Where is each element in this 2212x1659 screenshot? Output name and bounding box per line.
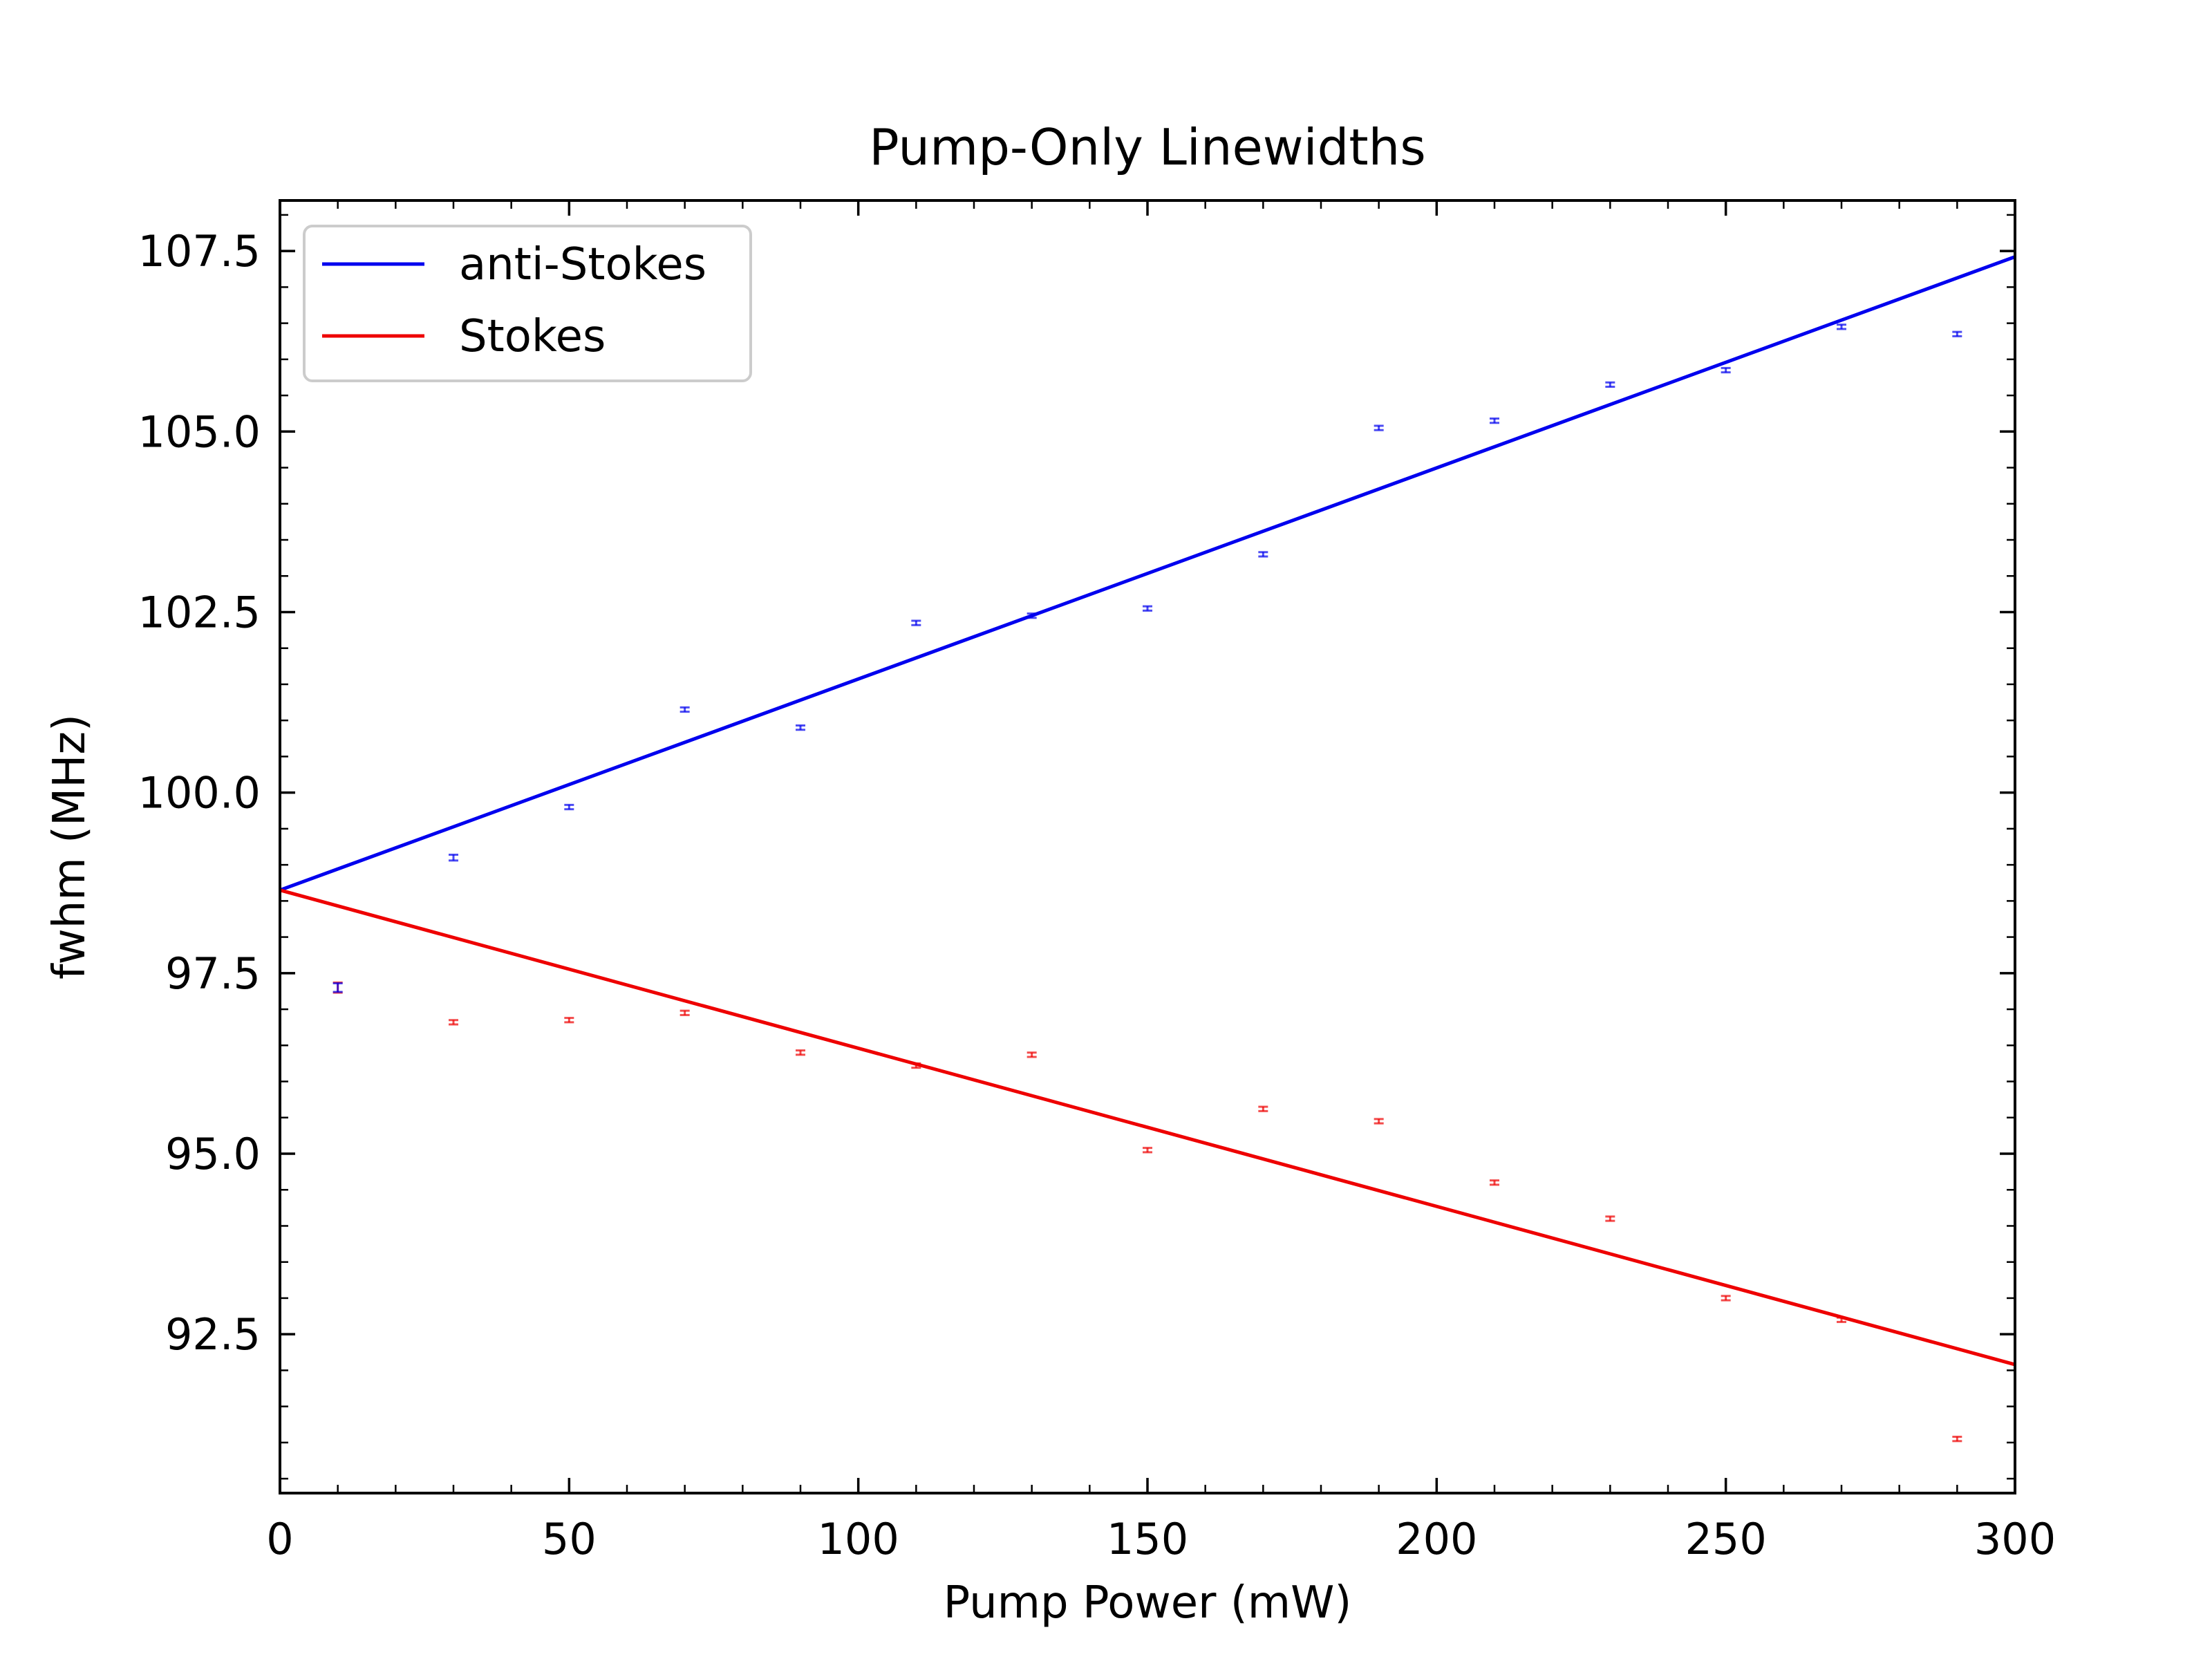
legend-label-anti-stokes: anti-Stokes xyxy=(459,239,706,290)
x-tick-labels: 0 50 100 150 200 250 300 xyxy=(266,1514,2056,1564)
x-tick-label-2: 100 xyxy=(817,1514,899,1564)
fit-line-anti-stokes xyxy=(279,255,2016,892)
point-stokes-4 xyxy=(796,1049,805,1056)
y-tick-label-4: 102.5 xyxy=(138,587,261,637)
x-axis-label: Pump Power (mW) xyxy=(944,1577,1352,1629)
point-stokes-2 xyxy=(564,1017,574,1024)
x-tick-label-5: 250 xyxy=(1685,1514,1766,1564)
y-tick-labels: 92.5 95.0 97.5 100.0 102.5 105.0 107.5 xyxy=(138,226,261,1360)
point-stokes-11 xyxy=(1605,1215,1615,1222)
x-tick-label-4: 200 xyxy=(1396,1514,1477,1564)
point-anti-stokes-2 xyxy=(679,706,690,713)
point-anti-stokes-0 xyxy=(449,853,458,862)
y-tick-label-5: 105.0 xyxy=(138,406,261,457)
y-tick-label-1: 95.0 xyxy=(165,1129,261,1179)
point-extra-0 xyxy=(332,982,343,993)
y-axis-label: fwhm (MHz) xyxy=(44,714,95,980)
point-anti-stokes-9 xyxy=(1490,417,1499,424)
x-tick-label-1: 50 xyxy=(542,1514,597,1564)
point-anti-stokes-5 xyxy=(1027,612,1037,619)
plot-area xyxy=(279,255,2016,1443)
legend: anti-Stokes Stokes xyxy=(303,225,752,382)
point-stokes-13 xyxy=(1837,1316,1846,1323)
y-tick-label-2: 97.5 xyxy=(165,948,261,999)
axes-frame xyxy=(279,199,2016,1494)
point-stokes-12 xyxy=(1721,1295,1731,1302)
point-stokes-5 xyxy=(911,1062,921,1069)
legend-label-stokes: Stokes xyxy=(459,311,606,362)
point-stokes-3 xyxy=(679,1009,690,1016)
point-anti-stokes-12 xyxy=(1837,324,1846,330)
x-tick-label-0: 0 xyxy=(266,1514,293,1564)
fit-line-stokes xyxy=(279,888,2016,1367)
point-stokes-7 xyxy=(1143,1147,1152,1154)
point-stokes-9 xyxy=(1374,1118,1384,1125)
point-stokes-8 xyxy=(1258,1105,1268,1112)
point-anti-stokes-13 xyxy=(1952,330,1962,337)
point-anti-stokes-10 xyxy=(1605,381,1615,388)
y-tick-label-3: 100.0 xyxy=(138,768,261,818)
point-anti-stokes-8 xyxy=(1374,424,1384,431)
point-stokes-14 xyxy=(1952,1436,1962,1443)
chart-title: Pump-Only Linewidths xyxy=(869,118,1425,176)
point-stokes-10 xyxy=(1490,1179,1499,1186)
point-anti-stokes-11 xyxy=(1721,366,1731,374)
point-stokes-1 xyxy=(449,1019,458,1026)
point-stokes-6 xyxy=(1027,1051,1037,1058)
point-anti-stokes-7 xyxy=(1258,551,1268,558)
x-tick-label-6: 300 xyxy=(1974,1514,2056,1564)
y-tick-label-6: 107.5 xyxy=(138,226,261,276)
point-anti-stokes-3 xyxy=(796,724,805,731)
point-anti-stokes-1 xyxy=(564,803,574,811)
point-anti-stokes-6 xyxy=(1143,605,1152,612)
x-tick-label-3: 150 xyxy=(1107,1514,1188,1564)
y-tick-label-0: 92.5 xyxy=(165,1309,261,1360)
point-anti-stokes-4 xyxy=(911,619,921,626)
